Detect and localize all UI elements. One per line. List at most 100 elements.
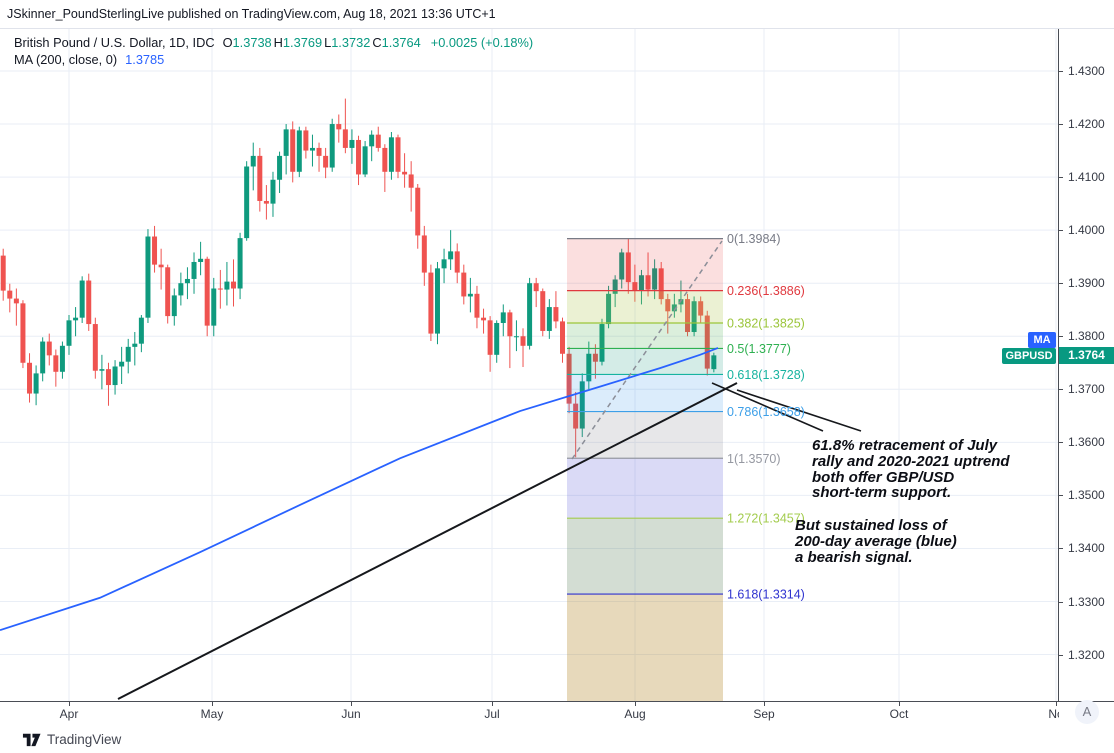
fib-band bbox=[567, 458, 723, 519]
price-axis-label: 1.3500 bbox=[1068, 488, 1105, 503]
candle-body bbox=[323, 155, 329, 168]
candle-body bbox=[7, 290, 13, 299]
annotation-line: rally and 2020-2021 uptrend bbox=[812, 452, 1010, 470]
candle-body bbox=[461, 272, 467, 297]
annotation-pointer-line bbox=[711, 382, 824, 432]
price-scale[interactable]: 1.4300 1.4200 1.4100 1.4000 1.3900 1.3800 1.37… bbox=[1059, 29, 1114, 702]
candle-body bbox=[217, 288, 223, 290]
fib-level-label: 0.382(1.3825) bbox=[727, 316, 805, 330]
fib-level-label: 1(1.3570) bbox=[727, 452, 781, 466]
annotation-bearish-note: But sustained loss of 200-day average (bl… bbox=[795, 518, 957, 565]
candle-body bbox=[665, 299, 671, 312]
candle-body bbox=[691, 301, 697, 333]
candle-body bbox=[507, 312, 513, 337]
candle-body bbox=[494, 322, 500, 355]
time-axis-tick bbox=[899, 702, 900, 706]
ma-indicator-label: MA (200, close, 0) bbox=[14, 52, 118, 67]
candle-body bbox=[270, 179, 276, 204]
pane-layer bbox=[0, 29, 1058, 701]
candle-body bbox=[434, 268, 440, 334]
candle-body bbox=[652, 268, 658, 290]
candle-body bbox=[527, 283, 533, 346]
annotation-pointer-line bbox=[736, 389, 862, 432]
candle-body bbox=[283, 129, 289, 156]
candle-body bbox=[520, 336, 526, 346]
ohlc-item: H1.3769 bbox=[273, 35, 323, 50]
candle-body bbox=[362, 146, 368, 175]
candle-body bbox=[27, 362, 33, 394]
candle-body bbox=[369, 134, 375, 147]
fib-level-label: 0.236(1.3886) bbox=[727, 284, 805, 298]
fib-band bbox=[567, 238, 723, 291]
price-axis-label: 1.3800 bbox=[1068, 329, 1105, 344]
chart-legend: British Pound / U.S. Dollar, 1D, IDC O1.… bbox=[14, 34, 533, 68]
candle-body bbox=[198, 258, 204, 262]
candle-body bbox=[632, 282, 638, 291]
time-axis-label: Sep bbox=[753, 707, 775, 721]
price-axis-label: 1.4200 bbox=[1068, 117, 1105, 132]
candle-body bbox=[316, 147, 322, 156]
candle-body bbox=[336, 124, 342, 130]
candle-body bbox=[619, 252, 625, 280]
time-axis-label: Jul bbox=[484, 707, 500, 721]
candle-body bbox=[685, 299, 691, 333]
candle-body bbox=[250, 155, 256, 167]
time-axis-tick bbox=[69, 702, 70, 706]
fib-level-label: 0(1.3984) bbox=[727, 232, 781, 246]
candle-body bbox=[20, 303, 26, 363]
candle-body bbox=[573, 403, 579, 429]
annotation-line: short-term support. bbox=[812, 484, 952, 502]
price-axis-tick bbox=[1059, 601, 1063, 603]
candle-body bbox=[290, 129, 296, 172]
candle-body bbox=[711, 355, 717, 370]
candle-body bbox=[296, 130, 302, 172]
price-axis-tick bbox=[1059, 495, 1063, 497]
candle-body bbox=[467, 293, 473, 297]
candle-body bbox=[184, 278, 190, 284]
price-axis-tick bbox=[1059, 442, 1063, 444]
time-axis-label: Aug bbox=[624, 707, 646, 721]
candle-body bbox=[46, 341, 52, 356]
candle-body bbox=[86, 280, 92, 325]
tradingview-logo[interactable]: TradingView bbox=[22, 730, 121, 749]
annotation-line: 61.8% retracement of July bbox=[812, 437, 998, 454]
candle-body bbox=[244, 166, 250, 239]
price-axis-tick bbox=[1059, 283, 1063, 285]
candle-body bbox=[13, 298, 19, 304]
candle-body bbox=[178, 283, 184, 296]
candle-body bbox=[612, 279, 618, 294]
time-scale[interactable]: Apr May Jun Jul Aug Sep Oct No bbox=[0, 702, 1059, 728]
candle-body bbox=[303, 130, 309, 151]
candle-body bbox=[395, 137, 401, 172]
change-value: +0.0025 (+0.18%) bbox=[430, 35, 534, 50]
price-axis-label: 1.3700 bbox=[1068, 382, 1105, 397]
fib-retracement bbox=[567, 238, 723, 701]
candle-body bbox=[40, 341, 46, 374]
price-axis-label: 1.3300 bbox=[1068, 594, 1105, 609]
fib-band bbox=[567, 374, 723, 412]
candle-body bbox=[375, 134, 381, 148]
candle-body bbox=[59, 345, 65, 372]
time-axis-tick bbox=[764, 702, 765, 706]
price-axis-label: 1.3900 bbox=[1068, 276, 1105, 291]
candle-body bbox=[231, 281, 236, 289]
annotation-line: both offer GBP/USD bbox=[812, 468, 955, 486]
symbol-tag: GBPUSD bbox=[1002, 348, 1056, 364]
candle-body bbox=[415, 187, 421, 236]
ma-line-tag: MA bbox=[1028, 332, 1056, 348]
candle-body bbox=[349, 139, 355, 148]
candle-body bbox=[92, 324, 98, 371]
fib-level-label: 1.618(1.3314) bbox=[727, 588, 805, 602]
price-axis-border bbox=[1058, 29, 1059, 702]
candle-body bbox=[145, 236, 151, 318]
fib-level-label: 0.5(1.3777) bbox=[727, 342, 791, 356]
candle-body bbox=[191, 261, 197, 279]
attribution-button[interactable]: A bbox=[1075, 700, 1099, 724]
fib-level-label: 0.618(1.3728) bbox=[727, 368, 805, 382]
candle-body bbox=[599, 324, 605, 362]
symbol-title: British Pound / U.S. Dollar, 1D, IDC bbox=[14, 35, 215, 50]
candle-body bbox=[309, 147, 315, 151]
uptrend-line bbox=[117, 382, 738, 700]
